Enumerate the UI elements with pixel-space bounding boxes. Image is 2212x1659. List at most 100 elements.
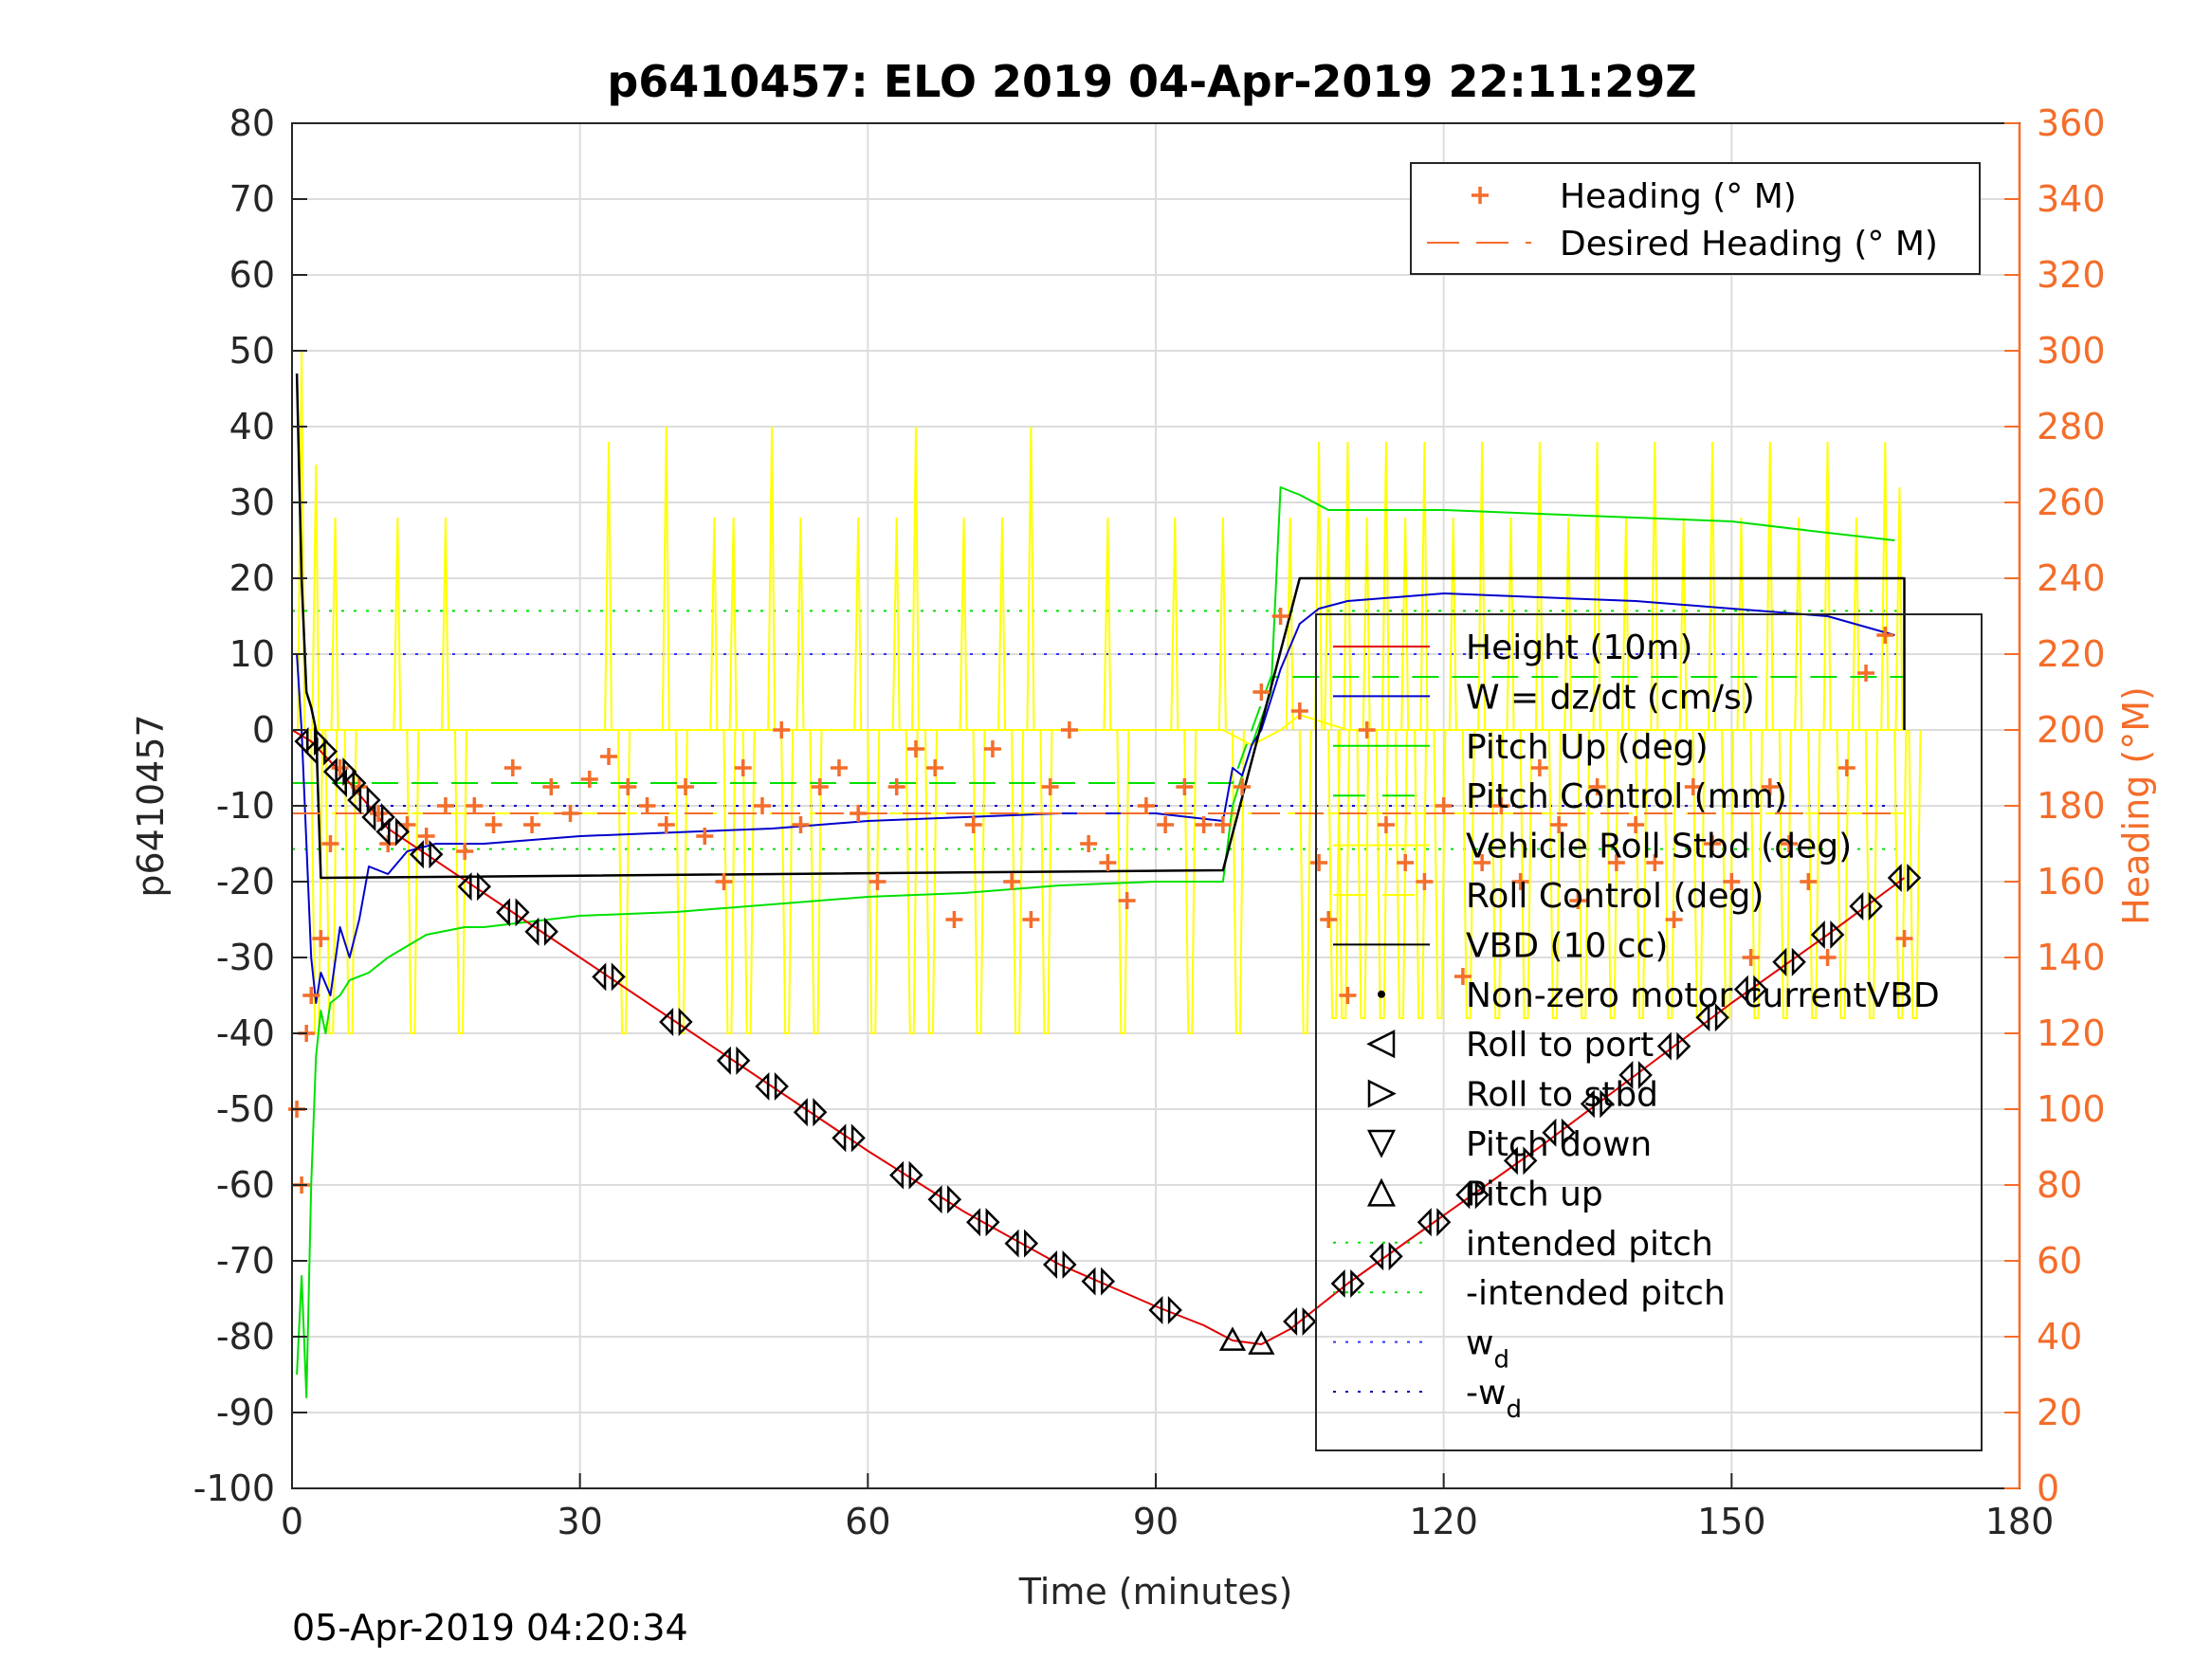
heading-marker <box>1607 854 1625 871</box>
roll-spike-down <box>1327 729 1342 1019</box>
heading-marker <box>580 771 598 788</box>
heading-marker <box>1761 778 1779 795</box>
heading-marker <box>1234 778 1252 795</box>
heading-marker <box>1290 702 1308 720</box>
roll-spike-down <box>1116 729 1130 1034</box>
heading-marker <box>1742 949 1760 966</box>
roll-spike-up <box>1534 441 1544 731</box>
heading-marker <box>983 740 1001 757</box>
x-tick-label: 120 <box>1409 1501 1478 1542</box>
roll-to-port-marker <box>793 1098 808 1127</box>
legend-label: Pitch Up (deg) <box>1466 728 1709 767</box>
heading-marker <box>830 759 848 776</box>
roll-spike-down <box>1663 729 1677 1019</box>
roll-spike-up <box>1343 441 1352 731</box>
heading-marker <box>1781 835 1799 852</box>
heading-marker <box>906 740 924 757</box>
y-left-tick-label: -70 <box>216 1240 275 1282</box>
series-pitch-control <box>292 676 1905 784</box>
heading-marker <box>1195 816 1213 833</box>
heading-marker <box>1377 816 1395 833</box>
roll-to-stbd-marker <box>1062 1249 1077 1280</box>
y-right-tick-label: 160 <box>2037 861 2106 902</box>
roll-to-stbd-marker <box>342 757 357 787</box>
legend-heading-label: Heading (° M) <box>1560 177 1797 216</box>
legend-main: Height (10m) W = dz/dt (cm/s) Pitch Up (de… <box>1315 613 1983 1451</box>
roll-to-port-marker <box>716 1046 731 1075</box>
roll-spike-up <box>330 517 339 731</box>
y-right-tick-label: 260 <box>2037 482 2106 523</box>
roll-to-port-marker <box>659 1007 674 1037</box>
roll-to-stbd-marker <box>543 917 558 946</box>
roll-spike-down <box>324 729 338 1034</box>
y-left-tick-label: -30 <box>216 937 275 978</box>
heading-marker <box>1895 930 1913 947</box>
roll-spike-up <box>604 441 613 731</box>
roll-to-stbd-marker <box>736 1046 751 1075</box>
roll-to-stbd-marker <box>395 817 411 847</box>
heading-marker <box>1435 797 1453 814</box>
y-left-tick-label: 70 <box>229 178 275 220</box>
heading-marker <box>1080 835 1098 852</box>
roll-to-stbd-marker <box>1350 1268 1365 1299</box>
roll-spike-up <box>1851 517 1860 731</box>
roll-spike-down <box>809 729 823 1034</box>
heading-marker <box>1530 759 1548 776</box>
roll-spike-down <box>905 729 919 1034</box>
roll-to-stbd-marker <box>515 898 530 927</box>
roll-spike-down <box>406 729 420 1034</box>
heading-marker <box>753 797 771 814</box>
heading-marker <box>792 816 810 833</box>
y-right-tick-label: 60 <box>2037 1240 2082 1282</box>
roll-spike-up <box>1506 517 1515 731</box>
roll-spike-up <box>1026 426 1035 731</box>
roll-spike-up <box>1477 441 1487 731</box>
heading-marker <box>1358 721 1376 738</box>
roll-spike-down <box>1461 729 1475 1019</box>
roll-spike-down <box>1375 729 1389 1019</box>
series-vehicle-roll <box>292 714 1905 746</box>
legend-heading-box <box>1410 162 1981 275</box>
roll-to-port-marker <box>1043 1249 1058 1280</box>
y-axis-right: 0 20 40 60 80 100 120 140 160 180 200 220 240 260 280 3… <box>2004 102 2106 1509</box>
y-right-tick-label: 180 <box>2037 785 2106 827</box>
roll-spike-up <box>1362 517 1371 731</box>
roll-spike-up <box>1894 486 1904 731</box>
legend-label: -wd <box>1466 1374 1522 1424</box>
footer-timestamp: 05-Apr-2019 04:20:34 <box>292 1607 688 1649</box>
y-right-tick-label: 80 <box>2037 1164 2082 1206</box>
roll-to-port-marker <box>1887 863 1902 893</box>
roll-spike-up <box>959 517 968 731</box>
roll-spike-up <box>1563 517 1573 731</box>
roll-to-port-marker <box>592 962 607 992</box>
roll-spike-down <box>780 729 795 1034</box>
heading-marker <box>945 911 963 928</box>
roll-spike-up <box>1764 441 1774 731</box>
roll-to-port-marker <box>1148 1295 1163 1325</box>
roll-to-stbd-marker <box>947 1185 962 1214</box>
heading-marker <box>638 797 656 814</box>
legend-label: Roll Control (deg) <box>1466 877 1764 916</box>
y-right-tick-label: 320 <box>2037 254 2106 296</box>
roll-to-port-marker <box>1503 1146 1518 1176</box>
roll-to-stbd-marker <box>1167 1295 1182 1325</box>
y-left-tick-label: 20 <box>229 557 275 599</box>
roll-spike-up <box>1217 517 1227 731</box>
roll-spike-up <box>1170 517 1179 731</box>
heading-marker <box>321 835 339 852</box>
heading-marker <box>1320 911 1338 928</box>
x-tick-label: 30 <box>557 1501 602 1542</box>
roll-spike-up <box>1400 517 1410 731</box>
roll-spike-down <box>1807 729 1821 1019</box>
legend-swatch-marker <box>1366 1129 1397 1158</box>
roll-to-stbd-marker <box>1600 1089 1615 1119</box>
x-tick-label: 150 <box>1697 1501 1766 1542</box>
heading-marker <box>542 778 560 795</box>
roll-spike-up <box>393 517 402 731</box>
roll-spike-up <box>1103 517 1112 731</box>
heading-marker <box>1819 949 1837 966</box>
roll-spike-down <box>1908 729 1922 1019</box>
y-right-tick-label: 0 <box>2037 1468 2059 1509</box>
heading-marker <box>1665 911 1683 928</box>
heading-marker <box>1723 873 1741 890</box>
